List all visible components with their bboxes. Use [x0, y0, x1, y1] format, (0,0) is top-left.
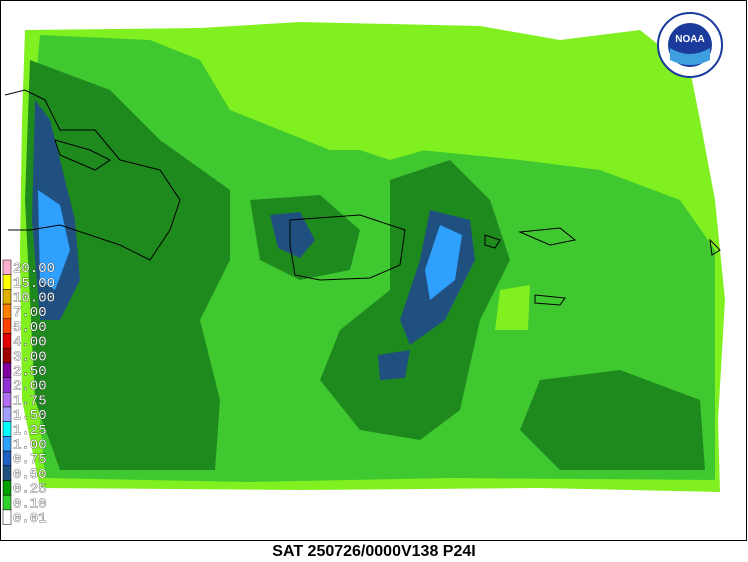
legend-swatch [2, 480, 12, 496]
legend-swatch [2, 494, 12, 511]
legend-swatch [2, 392, 12, 408]
legend-label: 1.75 [13, 393, 47, 409]
legend-swatch [2, 318, 12, 334]
legend-swatch [2, 259, 12, 275]
logo-text: NOAA [675, 34, 704, 45]
legend-swatch [2, 450, 12, 467]
legend-label: 2.00 [13, 379, 47, 395]
legend-swatch [2, 465, 12, 481]
precip-field [20, 22, 725, 492]
noaa-logo: NOAA [657, 12, 723, 78]
legend-label: 5.00 [13, 320, 47, 336]
legend: 20.0015.0010.007.005.004.003.002.502.001… [2, 259, 55, 527]
legend-label: 0.25 [13, 482, 47, 498]
legend-swatch [2, 509, 12, 525]
legend-swatch [2, 303, 12, 320]
legend-swatch [2, 406, 12, 422]
map-title: SAT 250726/0000V138 P24I [272, 543, 475, 560]
legend-swatch [2, 347, 12, 364]
legend-label: 3.00 [13, 349, 47, 365]
legend-swatch [2, 333, 12, 349]
legend-label: 0.01 [13, 511, 47, 527]
legend-label: 0.75 [13, 452, 47, 468]
legend-swatch [2, 421, 12, 437]
legend-swatch [2, 289, 12, 305]
legend-label: 15.00 [13, 276, 55, 292]
legend-label: 4.00 [13, 335, 47, 351]
coastlines [4, 89, 721, 306]
legend-swatch [2, 377, 12, 393]
legend-label: 2.50 [13, 364, 47, 380]
legend-label: 0.10 [13, 496, 47, 512]
legend-label: 1.25 [13, 423, 47, 439]
legend-label: 10.00 [13, 290, 55, 306]
legend-label: 0.50 [13, 467, 47, 483]
legend-label: 1.50 [13, 408, 47, 424]
legend-swatch [2, 436, 12, 452]
legend-label: 7.00 [13, 305, 47, 321]
legend-swatch [2, 274, 12, 290]
legend-label: 1.00 [13, 437, 47, 453]
legend-swatch [2, 362, 12, 378]
legend-label: 20.00 [13, 261, 55, 277]
